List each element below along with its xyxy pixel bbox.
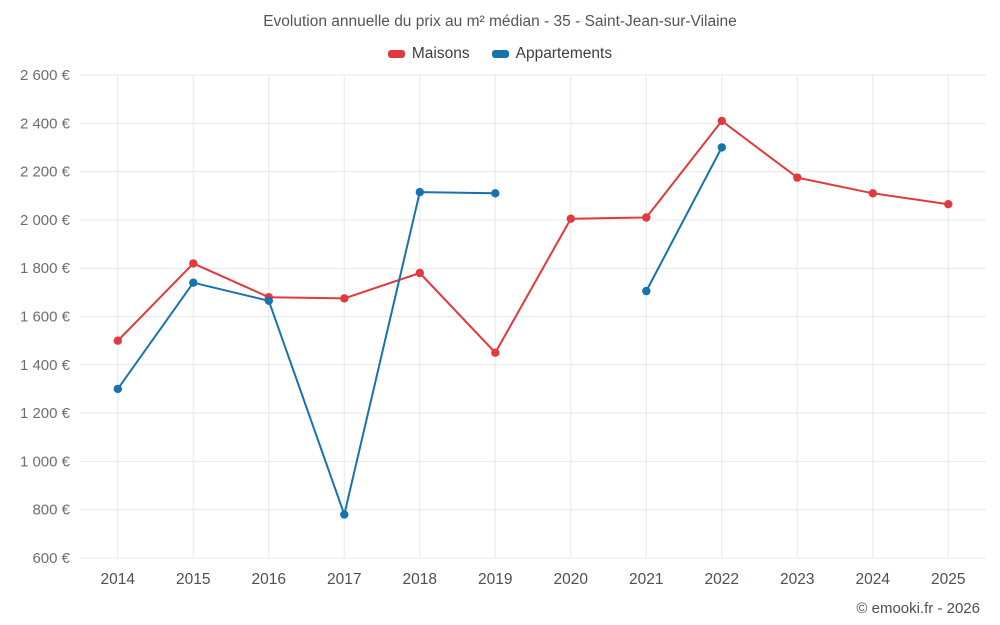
svg-text:1 000 €: 1 000 €	[20, 453, 71, 470]
svg-text:2014: 2014	[101, 571, 136, 588]
svg-text:1 600 €: 1 600 €	[20, 309, 71, 326]
svg-text:2022: 2022	[705, 571, 739, 588]
svg-text:1 800 €: 1 800 €	[20, 260, 71, 277]
svg-text:600 €: 600 €	[32, 550, 70, 567]
legend-label-maisons: Maisons	[411, 45, 470, 62]
chart-legend: Maisons Appartements	[0, 45, 1000, 63]
svg-text:1 400 €: 1 400 €	[20, 357, 71, 374]
svg-text:2020: 2020	[554, 571, 589, 588]
svg-text:2023: 2023	[780, 571, 814, 588]
svg-text:2019: 2019	[478, 571, 512, 588]
svg-text:2017: 2017	[327, 571, 361, 588]
maisons-series-marker-icon	[387, 50, 405, 58]
svg-text:2024: 2024	[856, 571, 891, 588]
legend-item-maisons[interactable]: Maisons	[387, 45, 470, 63]
chart-title: Evolution annuelle du prix au m² médian …	[263, 13, 737, 30]
legend-label-appartements: Appartements	[515, 45, 613, 62]
svg-text:2 600 €: 2 600 €	[20, 67, 71, 84]
svg-text:2015: 2015	[176, 571, 210, 588]
svg-text:2025: 2025	[931, 571, 965, 588]
attribution: © emooki.fr - 2026	[856, 600, 980, 617]
svg-text:2 400 €: 2 400 €	[20, 115, 71, 132]
svg-text:800 €: 800 €	[32, 502, 70, 519]
svg-text:2 200 €: 2 200 €	[20, 164, 71, 181]
svg-text:2 000 €: 2 000 €	[20, 212, 71, 229]
svg-text:2021: 2021	[629, 571, 663, 588]
svg-text:2018: 2018	[403, 571, 437, 588]
svg-text:2016: 2016	[252, 571, 286, 588]
legend-item-appartements[interactable]: Appartements	[491, 45, 613, 63]
appartements-series-marker-icon	[491, 50, 509, 58]
svg-text:1 200 €: 1 200 €	[20, 405, 71, 422]
